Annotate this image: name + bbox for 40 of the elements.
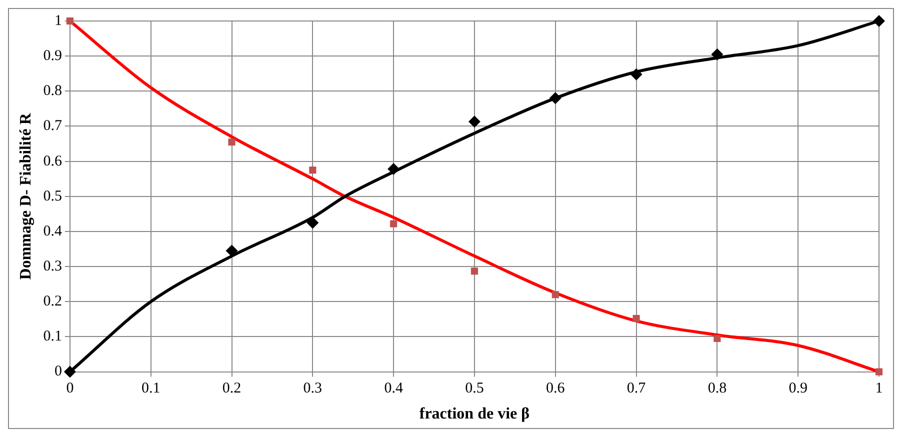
x-axis-title: fraction de vie β bbox=[419, 406, 530, 423]
point bbox=[468, 116, 480, 128]
y-tick-label: 0.5 bbox=[43, 188, 62, 204]
point bbox=[552, 291, 559, 298]
x-tick-label: 0.4 bbox=[384, 380, 404, 397]
y-tick-label: 1 bbox=[54, 12, 62, 29]
y-tick-label: 0.1 bbox=[43, 328, 62, 345]
y-tick-label: 0.3 bbox=[43, 258, 62, 274]
x-tick-label: 0.3 bbox=[303, 380, 322, 397]
y-tick-label: 0.8 bbox=[43, 83, 62, 100]
point bbox=[306, 216, 319, 229]
x-tick-label: 0.6 bbox=[546, 380, 566, 397]
y-tick-label: 0.6 bbox=[43, 153, 62, 170]
x-tick-label: 0.2 bbox=[222, 380, 242, 397]
x-tick-label: 1 bbox=[875, 380, 883, 397]
point bbox=[470, 268, 478, 275]
point bbox=[873, 15, 885, 27]
point bbox=[226, 244, 238, 257]
point bbox=[388, 163, 400, 176]
y-tick-label: 0.9 bbox=[43, 48, 62, 64]
x-tick-label: 0.8 bbox=[708, 380, 727, 397]
x-tick-label: 0.9 bbox=[788, 380, 808, 397]
point bbox=[630, 68, 642, 80]
point bbox=[549, 92, 562, 104]
point bbox=[64, 366, 76, 378]
y-axis-title: Dommage D- Fiabilité R bbox=[18, 112, 35, 280]
point bbox=[711, 48, 724, 60]
y-tick-label: 0 bbox=[54, 364, 62, 380]
point bbox=[390, 220, 398, 228]
x-tick-label: 0.5 bbox=[465, 380, 484, 397]
point bbox=[228, 138, 236, 146]
x-tick-label: 0 bbox=[66, 380, 74, 397]
y-tick-label: 0.4 bbox=[43, 223, 62, 240]
x-tick-label: 0.7 bbox=[626, 380, 646, 397]
point bbox=[309, 166, 316, 174]
point bbox=[632, 314, 640, 322]
y-tick-label: 0.2 bbox=[43, 294, 62, 310]
y-tick-label: 0.7 bbox=[43, 118, 62, 134]
point bbox=[714, 334, 721, 342]
x-tick-label: 0.1 bbox=[141, 380, 160, 397]
